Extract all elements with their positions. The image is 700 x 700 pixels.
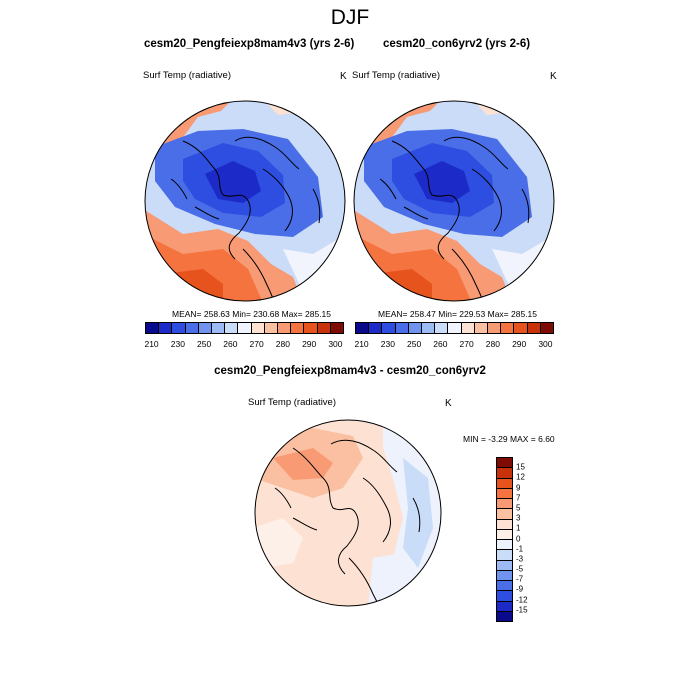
colorbar-tick-label: -15 xyxy=(516,605,528,615)
colorbar-tick-label: -12 xyxy=(516,595,528,605)
colorbar-tick-label: 250 xyxy=(407,339,422,349)
colorbar-swatch xyxy=(497,509,512,520)
colorbar-swatch xyxy=(304,323,318,333)
colorbar-tick-label: 250 xyxy=(197,339,212,349)
colorbar-tick-label: -7 xyxy=(516,574,524,584)
colorbar-tick-label: -9 xyxy=(516,584,524,594)
colorbar-swatch xyxy=(264,323,279,333)
colorbar-tick-label: 1 xyxy=(516,523,521,533)
colorbar-swatch xyxy=(395,323,409,333)
panel1-title: cesm20_Pengfeiexp8mam4v3 (yrs 2-6) xyxy=(144,38,355,50)
colorbar-swatch xyxy=(172,323,186,333)
colorbar-swatch xyxy=(497,529,512,540)
colorbar-swatch xyxy=(527,323,541,333)
panel2-units: K xyxy=(550,71,557,82)
colorbar-swatch xyxy=(382,323,396,333)
colorbar-swatch xyxy=(497,550,512,561)
colorbar-tick-label: -1 xyxy=(516,544,524,554)
colorbar-swatch xyxy=(497,519,512,530)
colorbar-swatch xyxy=(225,323,239,333)
colorbar-swatch xyxy=(497,581,512,592)
colorbar-tick-label: 280 xyxy=(275,339,290,349)
colorbar-swatch xyxy=(369,323,383,333)
panel1-variable-label: Surf Temp (radiative) xyxy=(143,70,231,81)
colorbar-swatch xyxy=(474,323,489,333)
colorbar-swatch xyxy=(356,323,370,333)
colorbar-swatch xyxy=(461,323,475,333)
panel2-stats: MEAN= 258.47 Min= 229.53 Max= 285.15 xyxy=(378,309,538,319)
colorbar-swatch xyxy=(185,323,199,333)
colorbar-tick-label: -3 xyxy=(516,554,524,564)
panel2-variable-label: Surf Temp (radiative) xyxy=(352,70,440,81)
diff-panel-stats: MIN = -3.29 MAX = 6.60 xyxy=(463,434,555,444)
colorbar-tick-label: 230 xyxy=(170,339,185,349)
colorbar-tick-label: 260 xyxy=(433,339,448,349)
colorbar-tick-label: 270 xyxy=(249,339,264,349)
colorbar-swatch xyxy=(435,323,449,333)
colorbar-tick-label: 3 xyxy=(516,513,521,523)
colorbar-swatch xyxy=(501,323,515,333)
diff-panel-variable-label: Surf Temp (radiative) xyxy=(248,397,336,408)
colorbar-swatch xyxy=(497,560,512,571)
panel1-units: K xyxy=(340,71,347,82)
colorbar-tick-label: 210 xyxy=(144,339,159,349)
colorbar-swatch xyxy=(497,488,512,499)
colorbar-tick-label: 15 xyxy=(516,462,525,472)
colorbar-tick-label: 5 xyxy=(516,503,521,513)
colorbar-swatch xyxy=(540,323,554,333)
colorbar-swatch xyxy=(497,478,512,489)
page-title: DJF xyxy=(330,6,370,29)
colorbar-swatch xyxy=(251,323,265,333)
colorbar-swatch xyxy=(497,591,512,602)
panel2-title: cesm20_con6yrv2 (yrs 2-6) xyxy=(383,38,531,50)
panel2-polar-map xyxy=(353,100,555,302)
colorbar-swatch xyxy=(317,323,331,333)
colorbar-swatch xyxy=(330,323,344,333)
diff-polar-map xyxy=(254,419,442,607)
diff-panel-title: cesm20_Pengfeiexp8mam4v3 - cesm20_con6yr… xyxy=(214,365,486,377)
colorbar-tick-label: 7 xyxy=(516,493,521,503)
colorbar-swatch xyxy=(497,540,512,551)
colorbar-tick-label: 300 xyxy=(538,339,553,349)
colorbar-swatch xyxy=(408,323,423,333)
colorbar-swatch xyxy=(448,323,462,333)
colorbar-swatch xyxy=(497,458,512,469)
colorbar-swatch xyxy=(497,611,512,621)
colorbar-tick-label: 280 xyxy=(485,339,500,349)
colorbar-tick-label: 12 xyxy=(516,472,525,482)
panel1-colorbar xyxy=(145,322,344,334)
colorbar-swatch xyxy=(422,323,436,333)
colorbar-swatch xyxy=(514,323,528,333)
colorbar-swatch xyxy=(212,323,226,333)
colorbar-tick-label: -5 xyxy=(516,564,524,574)
colorbar-tick-label: 300 xyxy=(328,339,343,349)
colorbar-swatch xyxy=(497,601,512,612)
colorbar-swatch xyxy=(497,499,512,510)
colorbar-swatch xyxy=(497,570,512,581)
colorbar-tick-label: 230 xyxy=(380,339,395,349)
colorbar-tick-label: 210 xyxy=(354,339,369,349)
colorbar-swatch xyxy=(488,323,502,333)
panel2-colorbar xyxy=(355,322,554,334)
panel1-stats: MEAN= 258.63 Min= 230.68 Max= 285.15 xyxy=(172,309,332,319)
colorbar-tick-label: 290 xyxy=(512,339,527,349)
colorbar-tick-label: 0 xyxy=(516,534,521,543)
colorbar-tick-label: 290 xyxy=(302,339,317,349)
panel1-polar-map xyxy=(144,100,346,302)
diff-colorbar xyxy=(496,457,513,622)
colorbar-swatch xyxy=(159,323,173,333)
colorbar-swatch xyxy=(146,323,160,333)
colorbar-tick-label: 260 xyxy=(223,339,238,349)
colorbar-tick-label: 270 xyxy=(459,339,474,349)
colorbar-swatch xyxy=(278,323,292,333)
colorbar-tick-label: 9 xyxy=(516,483,521,493)
colorbar-swatch xyxy=(198,323,213,333)
colorbar-swatch xyxy=(238,323,252,333)
colorbar-swatch xyxy=(497,468,512,479)
colorbar-swatch xyxy=(291,323,305,333)
diff-panel-units: K xyxy=(445,398,452,409)
